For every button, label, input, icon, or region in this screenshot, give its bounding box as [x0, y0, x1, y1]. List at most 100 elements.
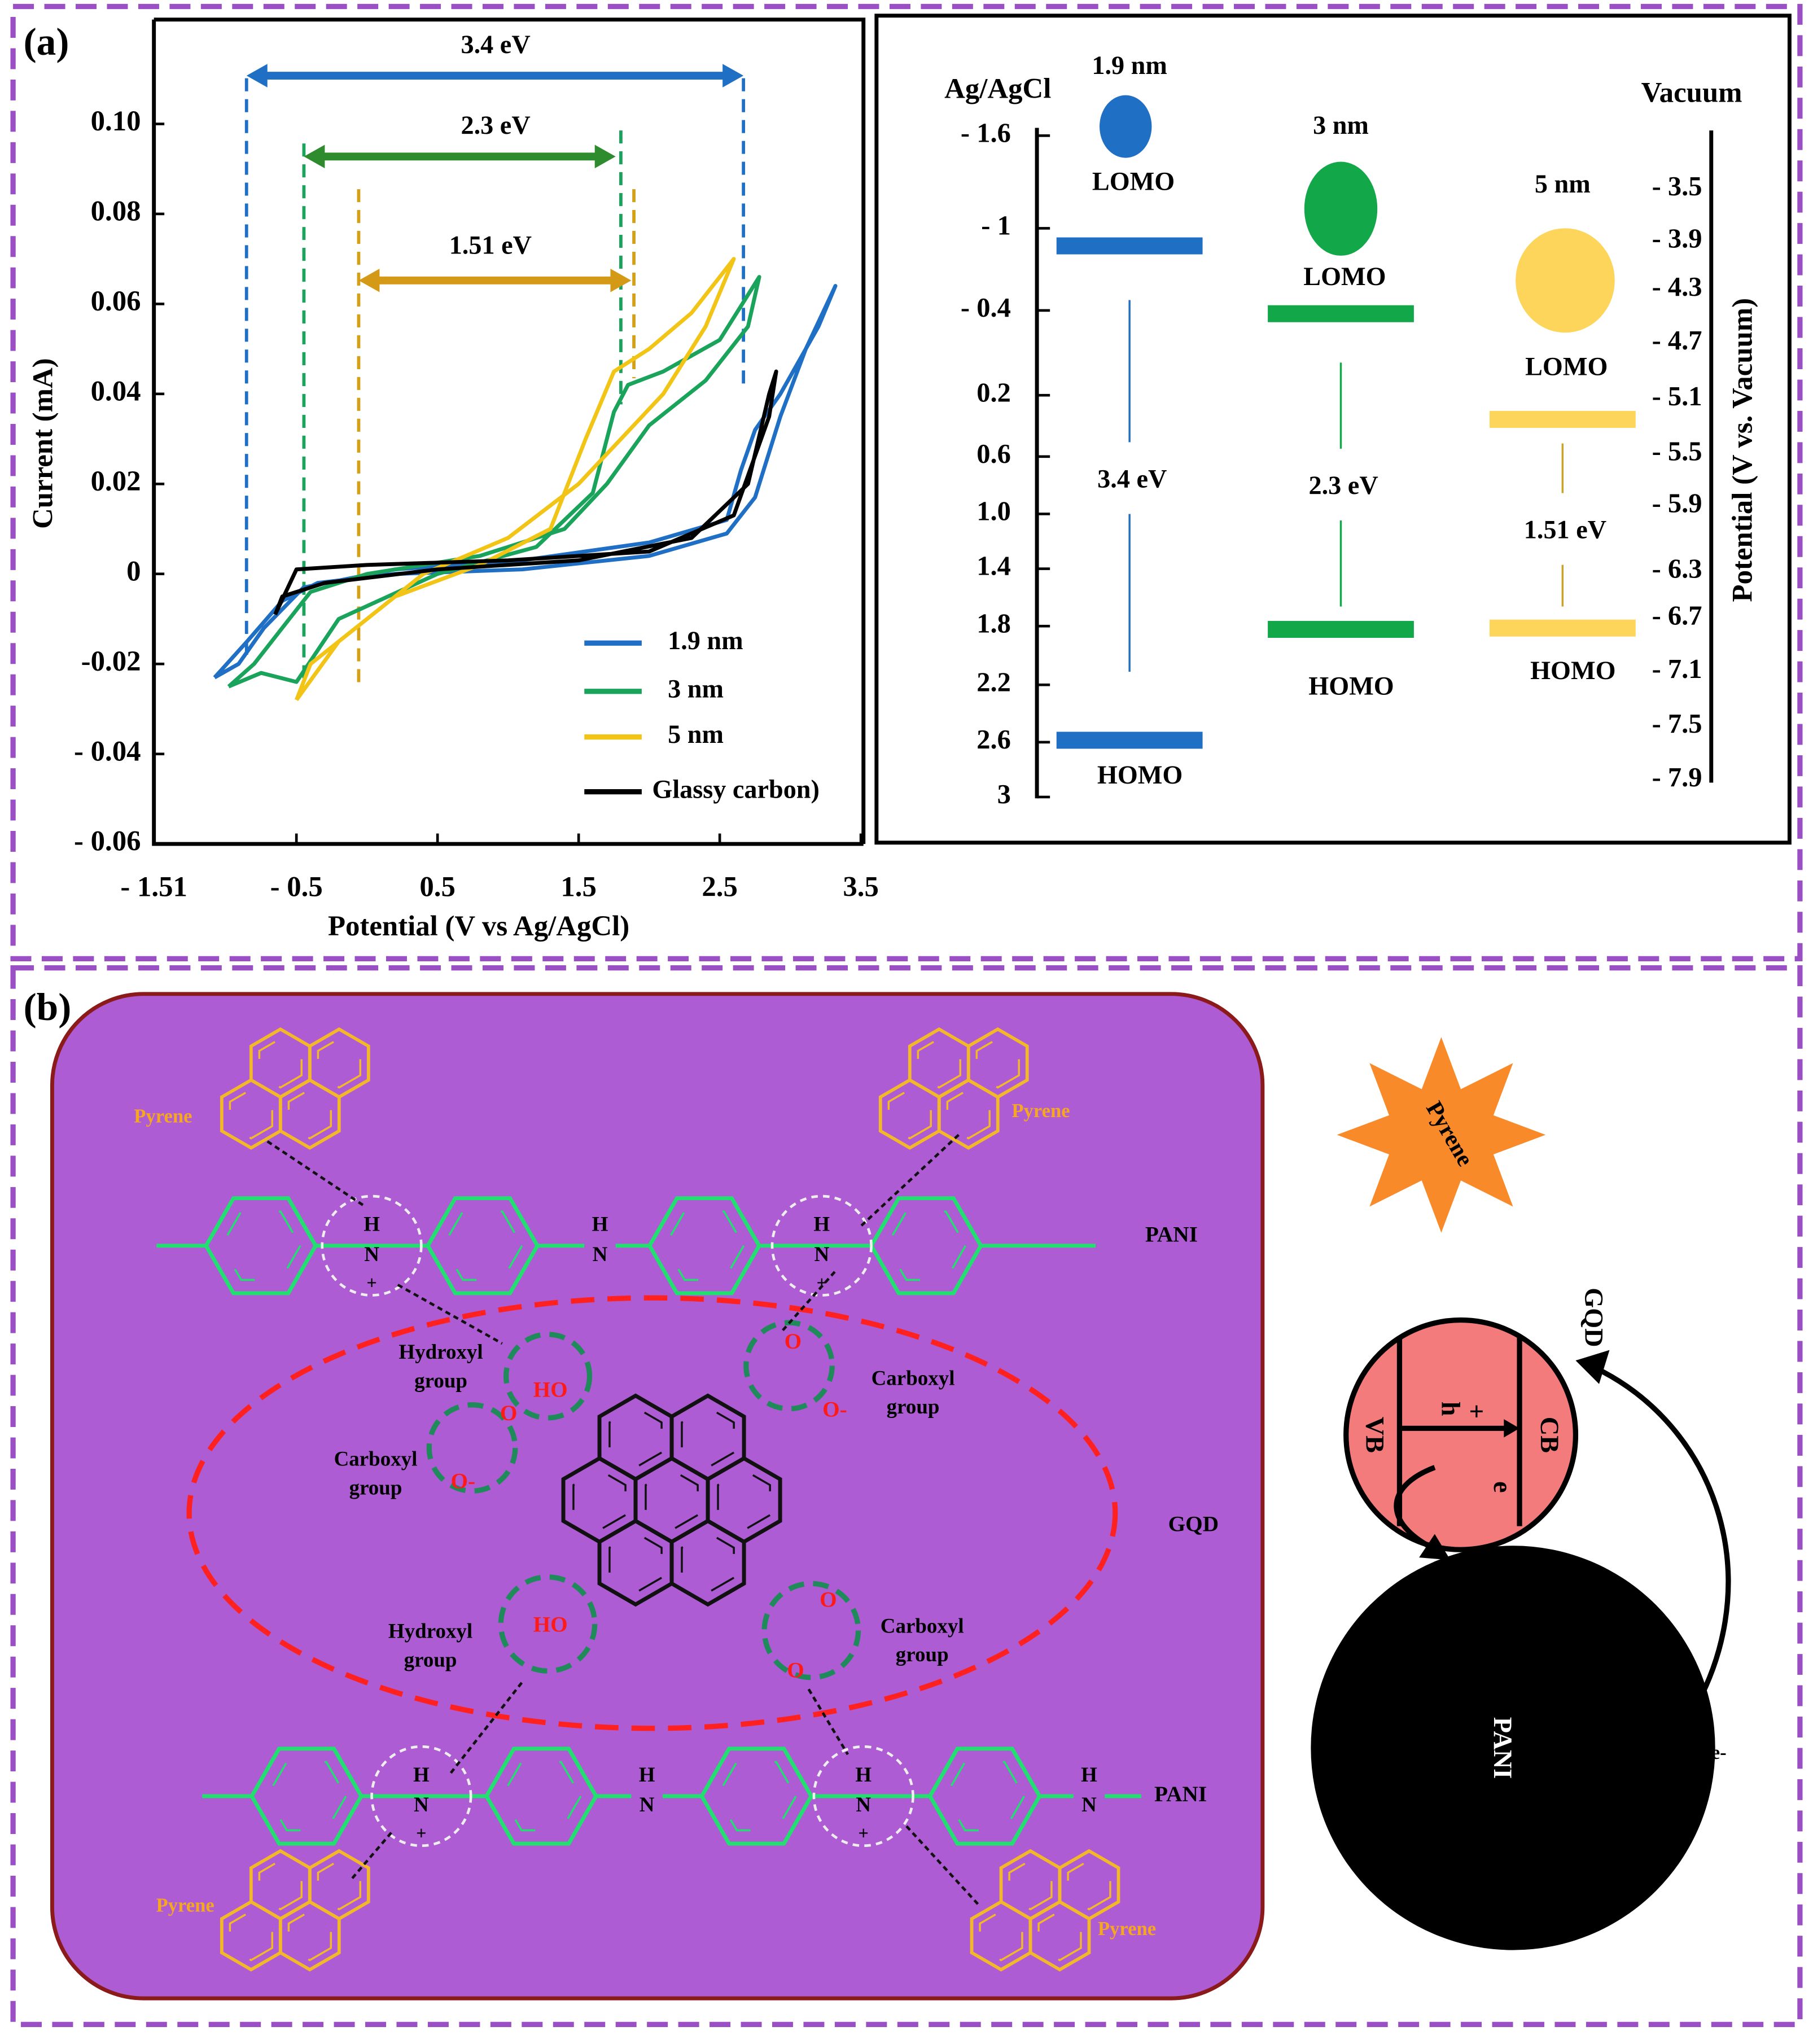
- structures: HN+HNHN+HN+HNHN+HNHydroxylgroupCarboxylg…: [156, 1027, 1141, 1972]
- amine-charge: +: [416, 1823, 426, 1844]
- group-label: group: [349, 1476, 402, 1499]
- atom-label: O-: [451, 1469, 476, 1493]
- gap-arrows: [246, 64, 744, 292]
- ring-inner: [1037, 1910, 1082, 1962]
- pyrene-label: Pyrene: [156, 1894, 214, 1916]
- panel-label: (a): [24, 20, 69, 63]
- ring-inner: [645, 1469, 699, 1531]
- right-tick-label: - 5.5: [1652, 436, 1702, 466]
- group-marker: [498, 1574, 598, 1674]
- scheme-label: VB: [1360, 1417, 1389, 1453]
- ring-inner: [975, 1038, 1020, 1089]
- ring: [970, 1899, 1032, 1972]
- ring-inner: [287, 1910, 332, 1962]
- scheme-label: GQD: [1580, 1288, 1609, 1347]
- x-tick-label: 0.5: [419, 871, 456, 903]
- ring-inner: [220, 1210, 302, 1281]
- x-axis-label: Potential (V vs Ag/AgCl): [328, 910, 629, 942]
- panel-frame: [10, 965, 1803, 2027]
- group-label: Hydroxyl: [388, 1620, 472, 1643]
- left-tick-label: 0.2: [976, 378, 1011, 408]
- ring-inner: [917, 1038, 961, 1089]
- amine-marker: [370, 1745, 472, 1848]
- ring: [220, 1899, 282, 1972]
- atom-label: O: [787, 1658, 804, 1682]
- ring-inner: [1008, 1859, 1053, 1911]
- lomo-label: LOMO: [1525, 352, 1608, 381]
- left-tick-label: 2.6: [976, 725, 1011, 755]
- ring-inner: [608, 1406, 663, 1469]
- size-label: 5 nm: [1535, 169, 1591, 198]
- ring-inner: [681, 1406, 735, 1469]
- scheme-label: e: [1488, 1481, 1517, 1493]
- ring: [249, 1747, 364, 1846]
- left-tick-label: - 0.4: [961, 293, 1011, 323]
- ring-inner: [608, 1531, 663, 1594]
- ring-inner: [317, 1038, 361, 1089]
- ring-inner: [944, 1761, 1026, 1832]
- qd-dot: [1516, 228, 1615, 333]
- annotation: 2.3 eV: [461, 111, 531, 139]
- group-marker: [503, 1332, 593, 1421]
- y-tick-label: -0.02: [81, 645, 141, 677]
- annotation: 1.51 eV: [449, 231, 532, 260]
- left-tick-label: 1.8: [976, 609, 1011, 638]
- amine-marker: [321, 1194, 423, 1297]
- right-tick-label: - 6.7: [1652, 601, 1702, 631]
- amine-h: H: [639, 1763, 655, 1786]
- group-label: Carboxyl: [334, 1447, 418, 1470]
- plot-frame: [152, 17, 866, 846]
- left-tick-label: 0.6: [976, 439, 1011, 469]
- diagram-frame: [874, 14, 1792, 845]
- lomo-level: [1489, 410, 1636, 428]
- right-tick-label: - 7.9: [1652, 763, 1702, 793]
- pyrene-label: Pyrene: [134, 1105, 192, 1127]
- right-tick-label: - 3.5: [1652, 172, 1702, 202]
- gqd-region: [186, 1295, 1118, 1731]
- ring-inner: [885, 1210, 967, 1281]
- scheme-label: e-: [1711, 1742, 1727, 1763]
- ring: [220, 1078, 282, 1150]
- ring-inner: [1067, 1859, 1111, 1911]
- pani-circle: [1311, 1546, 1715, 1950]
- ring-inner: [681, 1531, 735, 1594]
- y-tick-label: - 0.04: [74, 735, 141, 767]
- amine-n: N: [593, 1242, 608, 1266]
- right-tick-label: - 4.7: [1652, 326, 1702, 356]
- pyrene-label: Pyrene: [1098, 1918, 1156, 1940]
- pyrene-star: [1337, 1037, 1546, 1233]
- x-tick-label: 3.5: [843, 871, 879, 903]
- legend-label: Glassy carbon): [652, 774, 820, 803]
- group-marker: [426, 1402, 518, 1494]
- x-tick-label: 1.5: [560, 871, 597, 903]
- group-label: group: [887, 1395, 940, 1418]
- ring-inner: [501, 1761, 582, 1832]
- ring: [425, 1196, 540, 1295]
- pani-label: PANI: [1154, 1782, 1207, 1806]
- amine-h: H: [364, 1213, 380, 1236]
- x-tick-label: - 1.51: [120, 871, 187, 903]
- homo-level: [1489, 619, 1636, 637]
- ring-inner: [716, 1761, 798, 1832]
- amine-h: H: [855, 1763, 872, 1786]
- homo-label: HOMO: [1308, 672, 1394, 701]
- cv-curve: [227, 275, 761, 689]
- y-tick-label: 0.06: [91, 285, 141, 317]
- ring-inner: [717, 1469, 771, 1531]
- amine-charge: +: [859, 1823, 869, 1844]
- left-tick-label: 3: [997, 780, 1011, 809]
- lomo-label: LOMO: [1303, 262, 1386, 291]
- amine-n: N: [364, 1242, 379, 1266]
- ring: [699, 1747, 814, 1846]
- x-tick-label: - 0.5: [270, 871, 323, 903]
- ring-inner: [287, 1088, 332, 1140]
- size-label: 1.9 nm: [1092, 51, 1167, 80]
- amine-n: N: [856, 1793, 871, 1816]
- atom-label: HO: [533, 1378, 568, 1402]
- group-label: Carboxyl: [881, 1614, 964, 1637]
- amine-marker: [812, 1745, 914, 1848]
- legend-label: 5 nm: [668, 720, 724, 749]
- legend-label: 3 nm: [668, 674, 724, 703]
